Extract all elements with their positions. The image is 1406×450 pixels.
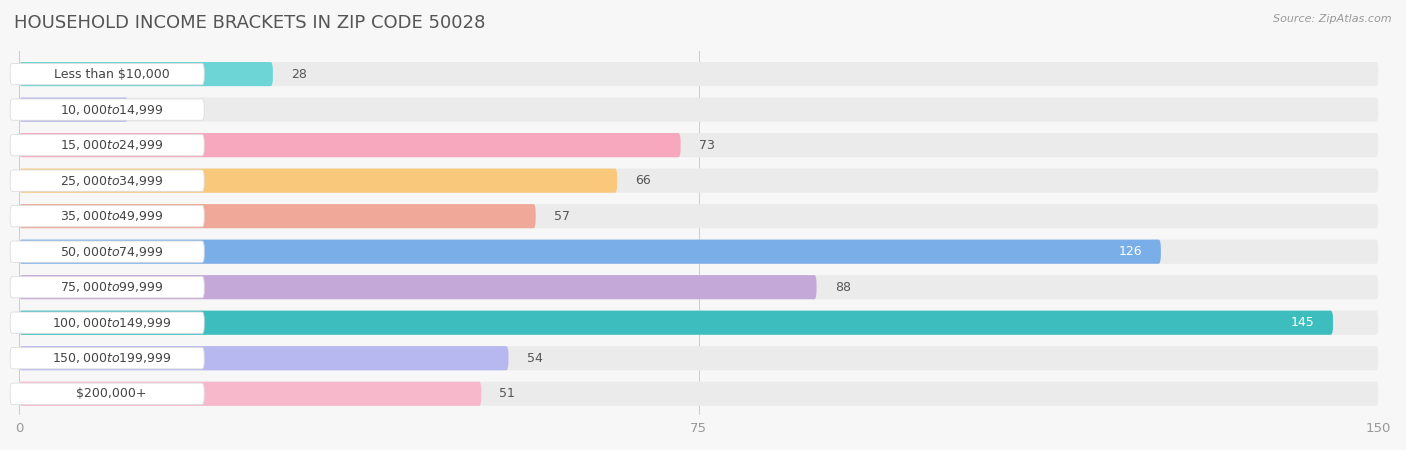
Text: $100,000 to $149,999: $100,000 to $149,999 [52, 316, 172, 330]
FancyBboxPatch shape [20, 310, 1378, 335]
FancyBboxPatch shape [20, 382, 481, 406]
Text: 51: 51 [499, 387, 515, 400]
FancyBboxPatch shape [20, 169, 617, 193]
FancyBboxPatch shape [10, 312, 204, 333]
Text: $35,000 to $49,999: $35,000 to $49,999 [60, 209, 163, 223]
FancyBboxPatch shape [20, 346, 509, 370]
Text: $150,000 to $199,999: $150,000 to $199,999 [52, 351, 172, 365]
FancyBboxPatch shape [20, 275, 1378, 299]
Text: Less than $10,000: Less than $10,000 [53, 68, 170, 81]
FancyBboxPatch shape [20, 98, 128, 122]
FancyBboxPatch shape [20, 275, 817, 299]
FancyBboxPatch shape [20, 98, 1378, 122]
FancyBboxPatch shape [20, 169, 1378, 193]
Text: 73: 73 [699, 139, 714, 152]
FancyBboxPatch shape [20, 204, 1378, 228]
Text: 66: 66 [636, 174, 651, 187]
FancyBboxPatch shape [20, 239, 1378, 264]
FancyBboxPatch shape [20, 62, 273, 86]
FancyBboxPatch shape [20, 346, 1378, 370]
Text: $15,000 to $24,999: $15,000 to $24,999 [60, 138, 163, 152]
FancyBboxPatch shape [10, 170, 204, 191]
Text: 57: 57 [554, 210, 569, 223]
Text: 12: 12 [146, 103, 162, 116]
Text: HOUSEHOLD INCOME BRACKETS IN ZIP CODE 50028: HOUSEHOLD INCOME BRACKETS IN ZIP CODE 50… [14, 14, 485, 32]
FancyBboxPatch shape [20, 133, 681, 157]
FancyBboxPatch shape [20, 382, 1378, 406]
FancyBboxPatch shape [10, 347, 204, 369]
FancyBboxPatch shape [10, 241, 204, 262]
FancyBboxPatch shape [20, 204, 536, 228]
FancyBboxPatch shape [10, 383, 204, 405]
FancyBboxPatch shape [10, 63, 204, 85]
Text: $25,000 to $34,999: $25,000 to $34,999 [60, 174, 163, 188]
FancyBboxPatch shape [10, 135, 204, 156]
Text: $10,000 to $14,999: $10,000 to $14,999 [60, 103, 163, 117]
FancyBboxPatch shape [10, 206, 204, 227]
Text: 28: 28 [291, 68, 307, 81]
Text: 88: 88 [835, 281, 851, 294]
Text: 145: 145 [1291, 316, 1315, 329]
FancyBboxPatch shape [20, 133, 1378, 157]
FancyBboxPatch shape [10, 99, 204, 120]
FancyBboxPatch shape [20, 310, 1333, 335]
FancyBboxPatch shape [20, 62, 1378, 86]
Text: 126: 126 [1119, 245, 1143, 258]
Text: Source: ZipAtlas.com: Source: ZipAtlas.com [1274, 14, 1392, 23]
Text: $200,000+: $200,000+ [76, 387, 148, 400]
FancyBboxPatch shape [20, 239, 1161, 264]
Text: $75,000 to $99,999: $75,000 to $99,999 [60, 280, 163, 294]
FancyBboxPatch shape [10, 277, 204, 298]
Text: $50,000 to $74,999: $50,000 to $74,999 [60, 245, 163, 259]
Text: 54: 54 [527, 352, 543, 365]
